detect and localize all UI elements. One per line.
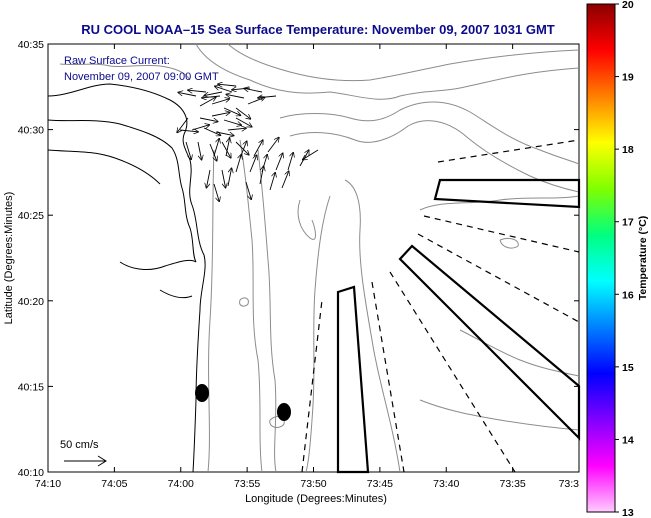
current-vector <box>203 127 220 135</box>
current-vector <box>245 181 251 199</box>
current-vector <box>221 141 231 158</box>
current-vector <box>223 119 241 125</box>
current-vector <box>269 173 275 191</box>
coverage-box-south <box>336 285 370 474</box>
current-vector <box>235 107 250 119</box>
colorbar-tick-label: 20 <box>622 0 634 11</box>
x-tick-label: 73:35 <box>499 478 525 490</box>
current-vector <box>227 128 246 130</box>
x-tick-label: 73:50 <box>300 478 326 490</box>
current-vector <box>258 96 277 98</box>
current-vector <box>177 117 189 132</box>
current-vector <box>185 141 191 159</box>
colorbar-label: Temperature (°C) <box>637 216 649 301</box>
current-vector <box>235 141 249 155</box>
surface-current-vectors <box>177 84 319 201</box>
current-vector <box>225 138 230 157</box>
coverage-box-east <box>433 178 581 209</box>
colorbar-tick-label: 16 <box>622 289 634 301</box>
colorbar-tick-label: 18 <box>622 144 634 156</box>
current-vector <box>199 117 218 122</box>
y-axis-label: Latitude (Degrees:Minutes) <box>3 192 15 325</box>
current-vector <box>221 169 226 188</box>
map-title: RU COOL NOAA–15 Sea Surface Temperature:… <box>81 22 555 37</box>
plot-frame <box>47 43 580 473</box>
current-vector <box>188 90 207 92</box>
coastline <box>47 83 206 473</box>
y-tick-label: 40:15 <box>18 381 44 393</box>
x-tick-label: 73:45 <box>367 478 393 490</box>
current-time: November 09, 2007 09:00 GMT <box>64 71 219 83</box>
current-vector <box>259 166 264 185</box>
current-label: Raw Surface Current: <box>64 55 170 67</box>
colorbar-ticks: 20 19 18 17 16 15 14 13 <box>615 0 634 518</box>
x-axis-ticks: 74:10 74:05 74:00 73:55 73:50 73:45 73:40 73:35… <box>35 44 580 490</box>
current-vector <box>244 88 263 93</box>
current-vector <box>227 168 232 187</box>
current-vector <box>213 183 219 201</box>
x-tick-label: 73:3 <box>559 478 580 490</box>
scale-arrow <box>64 455 107 467</box>
current-vector <box>211 112 230 117</box>
y-tick-label: 40:25 <box>18 210 44 222</box>
temperature-colorbar <box>586 3 616 513</box>
current-vector <box>218 84 237 86</box>
x-axis-label: Longitude (Degrees:Minutes) <box>245 493 387 505</box>
current-vector <box>211 99 229 105</box>
x-tick-label: 73:40 <box>433 478 459 490</box>
current-vector <box>179 130 198 132</box>
current-vector <box>235 117 252 127</box>
scale-label: 50 cm/s <box>60 439 99 451</box>
current-vector <box>275 153 283 171</box>
current-vector <box>253 140 263 157</box>
x-tick-label: 74:10 <box>35 478 61 490</box>
x-tick-label: 74:05 <box>101 478 127 490</box>
colorbar-tick-label: 14 <box>622 434 634 446</box>
buoy-marker-east <box>277 403 291 421</box>
current-vector <box>206 169 211 188</box>
colorbar-tick-label: 13 <box>622 507 634 518</box>
buoy-marker-west <box>195 384 209 402</box>
current-vector <box>209 143 217 161</box>
current-vector <box>197 141 202 160</box>
current-vector <box>191 125 209 131</box>
y-tick-label: 40:20 <box>18 296 44 308</box>
current-vector <box>204 91 223 96</box>
current-vector <box>267 138 279 153</box>
current-vector <box>303 149 319 160</box>
colorbar-tick-label: 15 <box>622 362 634 374</box>
current-vector <box>213 139 219 157</box>
y-tick-label: 40:35 <box>18 39 44 51</box>
x-tick-label: 73:55 <box>234 478 260 490</box>
current-vector <box>199 97 216 107</box>
current-vector <box>249 155 257 173</box>
current-vector <box>281 171 289 189</box>
current-vector <box>287 153 293 171</box>
y-tick-label: 40:10 <box>18 467 44 479</box>
current-vector <box>178 92 197 97</box>
x-tick-label: 74:00 <box>168 478 194 490</box>
dashed-boundaries <box>301 139 580 473</box>
current-vector <box>226 94 245 99</box>
colorbar-tick-label: 19 <box>622 72 634 84</box>
current-vector <box>215 131 234 136</box>
y-tick-label: 40:30 <box>18 125 44 137</box>
current-vector <box>235 155 241 173</box>
y-axis-ticks: 40:35 40:30 40:25 40:20 40:15 40:10 <box>18 39 579 479</box>
current-vector <box>223 107 240 115</box>
colorbar-tick-label: 17 <box>622 217 634 229</box>
